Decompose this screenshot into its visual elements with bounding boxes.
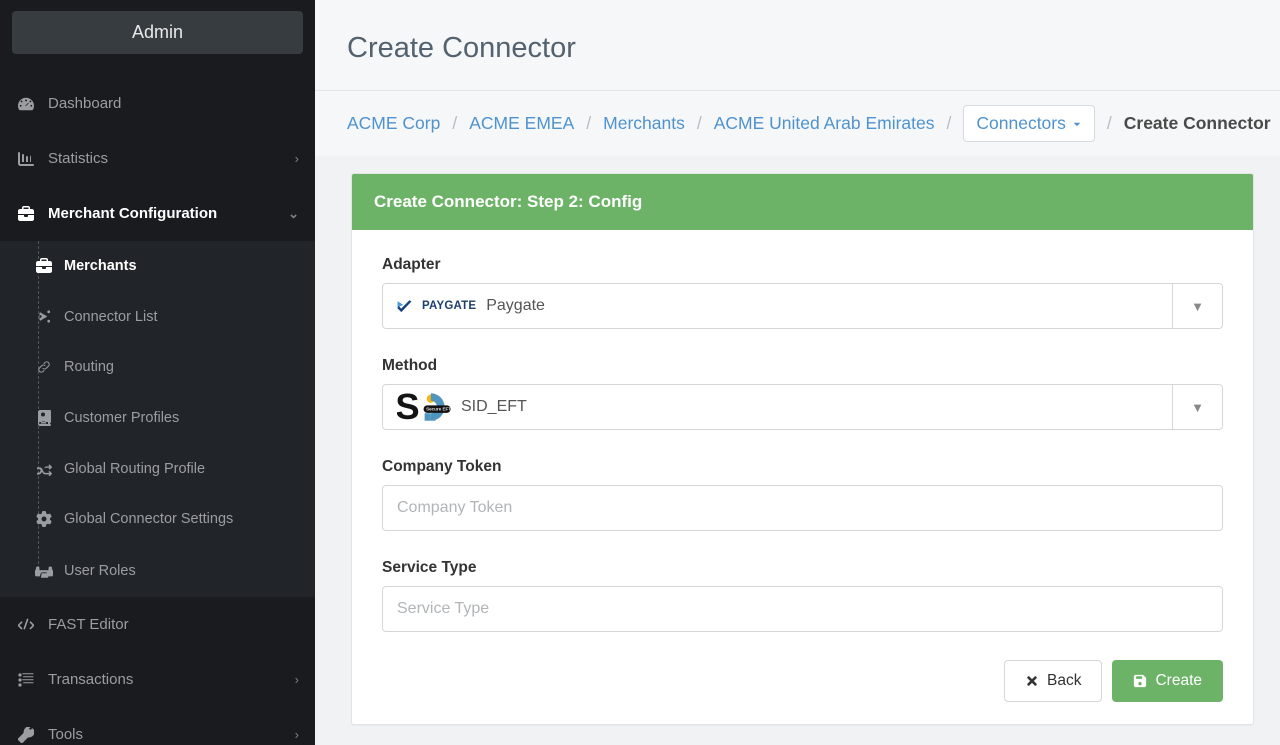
svg-text:S: S — [397, 390, 418, 424]
svg-text:Secure EFT: Secure EFT — [426, 407, 451, 412]
